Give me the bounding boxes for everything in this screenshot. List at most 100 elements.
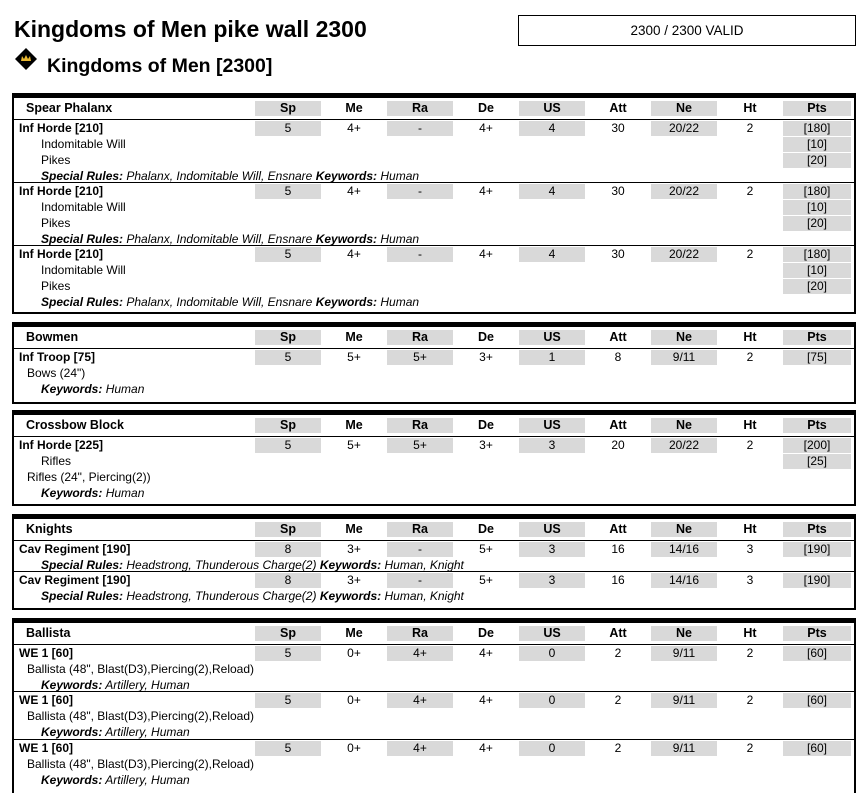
unit-name: Cav Regiment [190] — [19, 573, 131, 587]
upgrade-points: [20] — [783, 153, 851, 168]
unit-section: Knights Sp Me Ra De US Att Ne Ht Pts Cav Regiment … — [12, 514, 856, 610]
stat-ra: - — [387, 247, 453, 262]
rules-keywords-row: Keywords: Human — [14, 382, 854, 397]
keywords-label: Keywords: — [315, 169, 378, 183]
unit-row: WE 1 [60] 5 0+ 4+ 4+ 0 2 9/11 2 [60] — [14, 741, 854, 756]
stat-ne: 9/11 — [651, 693, 717, 708]
special-rules-value: Phalanx, Indomitable Will, Ensnare — [123, 169, 316, 183]
upgrade-name: Indomitable Will — [41, 200, 126, 214]
keywords-value: Artillery, Human — [102, 725, 190, 739]
stat-ht: 3 — [746, 542, 754, 556]
stat-us: 0 — [519, 741, 585, 756]
special-rules-label: Special Rules: — [41, 232, 124, 246]
keywords-label: Keywords: — [41, 382, 103, 396]
points-validity-badge: 2300 / 2300 VALID — [518, 15, 856, 46]
unit-row: WE 1 [60] 5 0+ 4+ 4+ 0 2 9/11 2 [60] — [14, 646, 854, 661]
stat-us: 4 — [519, 184, 585, 199]
column-header-ra: Ra — [387, 330, 453, 345]
column-header-att: Att — [609, 330, 627, 344]
column-header-me: Me — [345, 330, 363, 344]
rules-keywords-row: Keywords: Artillery, Human — [14, 773, 854, 788]
stat-pts: [200] — [783, 438, 851, 453]
rules-keywords-text: Keywords: Human — [41, 382, 144, 397]
rules-keywords-text: Keywords: Human — [41, 486, 144, 501]
stat-att: 16 — [611, 573, 625, 587]
stat-ht: 2 — [746, 693, 754, 707]
stat-ne: 20/22 — [651, 438, 717, 453]
stat-me: 0+ — [347, 693, 361, 707]
column-header-ra: Ra — [387, 522, 453, 537]
column-header-me: Me — [345, 522, 363, 536]
stat-pts: [60] — [783, 693, 851, 708]
stat-sp: 5 — [255, 646, 321, 661]
stat-sp: 5 — [255, 121, 321, 136]
unit-divider — [14, 739, 854, 740]
stat-us: 4 — [519, 121, 585, 136]
stat-me: 4+ — [347, 247, 361, 261]
stat-us: 4 — [519, 247, 585, 262]
column-header-ht: Ht — [743, 418, 757, 432]
unit-section: Ballista Sp Me Ra De US Att Ne Ht Pts WE 1 [60] 5 0+… — [12, 618, 856, 793]
rules-keywords-text: Special Rules: Phalanx, Indomitable Will… — [41, 232, 419, 247]
column-header-us: US — [519, 101, 585, 116]
stat-ra: - — [387, 542, 453, 557]
column-header-att: Att — [609, 101, 627, 115]
column-header-pts: Pts — [783, 330, 851, 345]
upgrade-name: Pikes — [41, 279, 71, 293]
upgrade-row: Pikes [20] — [14, 153, 854, 168]
stat-att: 2 — [614, 741, 622, 755]
column-header-pts: Pts — [783, 101, 851, 116]
rules-keywords-text: Special Rules: Phalanx, Indomitable Will… — [41, 295, 419, 310]
keywords-label: Keywords: — [319, 589, 382, 603]
stat-de: 4+ — [479, 121, 493, 135]
stat-att: 16 — [611, 542, 625, 556]
stat-att: 2 — [614, 693, 622, 707]
stat-sp: 5 — [255, 438, 321, 453]
unit-name: WE 1 [60] — [19, 646, 74, 660]
upgrade-name: Ballista (48", Blast(D3),Piercing(2),Rel… — [27, 709, 255, 723]
stat-ra: 4+ — [387, 693, 453, 708]
upgrade-name: Ballista (48", Blast(D3),Piercing(2),Rel… — [27, 662, 255, 676]
stat-pts: [180] — [783, 121, 851, 136]
stat-ne: 14/16 — [651, 573, 717, 588]
keywords-value: Human — [377, 169, 420, 183]
rules-keywords-text: Keywords: Artillery, Human — [41, 773, 190, 788]
rules-keywords-row: Special Rules: Phalanx, Indomitable Will… — [14, 295, 854, 310]
rules-keywords-row: Special Rules: Headstrong, Thunderous Ch… — [14, 558, 854, 573]
keywords-value: Artillery, Human — [102, 773, 190, 787]
upgrade-row: Ballista (48", Blast(D3),Piercing(2),Rel… — [14, 757, 854, 772]
faction-title: Kingdoms of Men [2300] — [47, 55, 273, 77]
stat-me: 5+ — [347, 438, 361, 452]
stat-sp: 5 — [255, 741, 321, 756]
upgrade-points: [10] — [783, 137, 851, 152]
unit-row: Inf Troop [75] 5 5+ 5+ 3+ 1 8 9/11 2 [75] — [14, 350, 854, 365]
stat-me: 4+ — [347, 121, 361, 135]
stat-sp: 5 — [255, 247, 321, 262]
section-name: Knights — [26, 522, 73, 536]
unit-name: Inf Horde [210] — [19, 184, 104, 198]
column-header-ht: Ht — [743, 626, 757, 640]
rules-keywords-text: Special Rules: Headstrong, Thunderous Ch… — [41, 558, 464, 573]
column-header-ne: Ne — [651, 626, 717, 641]
keywords-value: Human — [102, 382, 145, 396]
column-header-sp: Sp — [255, 330, 321, 345]
stat-de: 4+ — [479, 741, 493, 755]
column-header-us: US — [519, 626, 585, 641]
unit-name: Cav Regiment [190] — [19, 542, 131, 556]
stat-de: 4+ — [479, 247, 493, 261]
stat-de: 4+ — [479, 184, 493, 198]
keywords-label: Keywords: — [315, 295, 378, 309]
stat-ra: - — [387, 573, 453, 588]
column-header-ne: Ne — [651, 418, 717, 433]
unit-divider — [14, 245, 854, 246]
stat-me: 5+ — [347, 350, 361, 364]
column-header-ht: Ht — [743, 330, 757, 344]
section-header-row: Spear Phalanx Sp Me Ra De US Att Ne Ht Pts — [14, 101, 854, 116]
rules-keywords-text: Special Rules: Phalanx, Indomitable Will… — [41, 169, 419, 184]
stat-att: 20 — [611, 438, 625, 452]
stat-us: 3 — [519, 573, 585, 588]
stat-ne: 9/11 — [651, 646, 717, 661]
unit-name: Inf Horde [210] — [19, 247, 104, 261]
stat-ne: 9/11 — [651, 741, 717, 756]
stat-us: 3 — [519, 542, 585, 557]
